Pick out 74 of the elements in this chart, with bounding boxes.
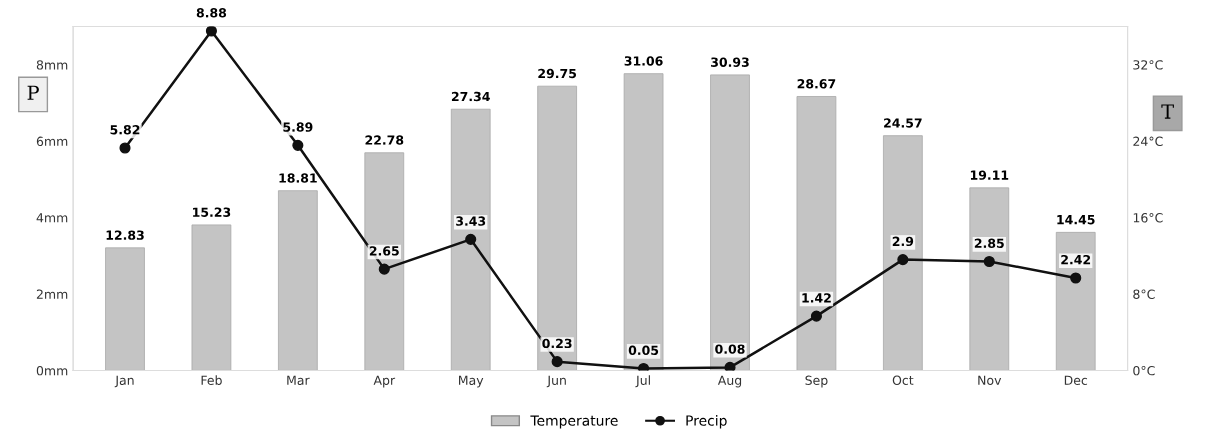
data-label: 12.83 <box>106 230 144 240</box>
y2-tick-label: 8°C <box>1133 289 1155 299</box>
x-tick-label: Nov <box>978 375 1002 385</box>
bar <box>364 152 405 371</box>
y-axis-title: P <box>27 85 39 100</box>
data-label: 30.93 <box>711 57 749 67</box>
legend-label: Temperature <box>530 415 618 429</box>
point <box>551 356 563 368</box>
point <box>724 361 736 371</box>
data-label: 15.23 <box>193 207 231 217</box>
bar <box>882 135 923 371</box>
data-label: 27.34 <box>451 91 490 102</box>
bar <box>623 73 664 371</box>
data-label: 14.45 <box>1057 215 1095 225</box>
bar <box>710 74 750 371</box>
bar <box>450 108 491 371</box>
x-tick-label: Dec <box>1064 375 1088 385</box>
y2-tick-label: 24°C <box>1133 136 1163 147</box>
data-label: 5.89 <box>283 122 313 132</box>
data-label: 2.42 <box>1061 254 1091 265</box>
point <box>465 233 477 245</box>
y-tick-label: 8mm <box>36 60 68 70</box>
y2-tick-label: 0°C <box>1133 365 1155 376</box>
x-tick-label: Mar <box>287 375 310 385</box>
data-label: 8.88 <box>196 8 227 18</box>
x-tick-label: Apr <box>373 375 396 388</box>
legend-label: Precip <box>686 415 727 429</box>
data-label: 31.06 <box>624 56 663 66</box>
data-label: 2.85 <box>974 238 1004 248</box>
bar <box>537 85 578 371</box>
y2-tick-label: 16°C <box>1133 213 1163 223</box>
point <box>205 26 217 37</box>
data-label: 28.67 <box>797 79 836 89</box>
data-label: 5.82 <box>110 125 140 135</box>
x-tick-label: Jul <box>635 375 650 388</box>
data-label: 22.78 <box>365 135 404 145</box>
y2-axis-title: T <box>1161 104 1174 119</box>
y-tick-label: 0mm <box>36 365 68 376</box>
bar <box>1055 231 1096 371</box>
x-tick-label: Sep <box>805 375 828 388</box>
data-label: 1.42 <box>802 293 831 303</box>
y-tick-label: 2mm <box>36 289 68 299</box>
x-tick-label: Feb <box>201 375 222 385</box>
bar <box>105 247 145 371</box>
data-label: 29.75 <box>538 68 577 79</box>
bar <box>191 224 232 371</box>
point <box>983 255 995 268</box>
y-tick-label: 6mm <box>36 136 68 147</box>
data-label: 24.57 <box>884 118 922 128</box>
y2-tick-label: 32°C <box>1133 60 1163 70</box>
x-tick-label: Oct <box>892 375 914 385</box>
x-tick-label: May <box>459 375 484 388</box>
bar <box>796 96 837 371</box>
x-tick-label: Jan <box>114 375 134 388</box>
point <box>292 139 304 151</box>
bar <box>277 190 318 371</box>
x-tick-label: Jun <box>546 375 566 388</box>
data-label: 0.08 <box>715 344 745 354</box>
point <box>897 254 909 266</box>
data-label: 2.9 <box>892 236 914 247</box>
data-label: 0.05 <box>628 345 659 355</box>
data-label: 18.81 <box>279 173 317 183</box>
bar <box>969 187 1010 371</box>
point <box>1070 272 1082 284</box>
data-label: 3.43 <box>456 216 486 226</box>
point <box>638 362 650 371</box>
point <box>119 142 131 154</box>
point <box>810 310 822 322</box>
data-label: 0.23 <box>542 338 572 349</box>
data-label: 2.65 <box>369 246 399 256</box>
data-label: 19.11 <box>970 170 1009 180</box>
x-tick-label: Aug <box>717 375 742 388</box>
y-tick-label: 4mm <box>36 213 68 223</box>
point <box>378 263 390 275</box>
